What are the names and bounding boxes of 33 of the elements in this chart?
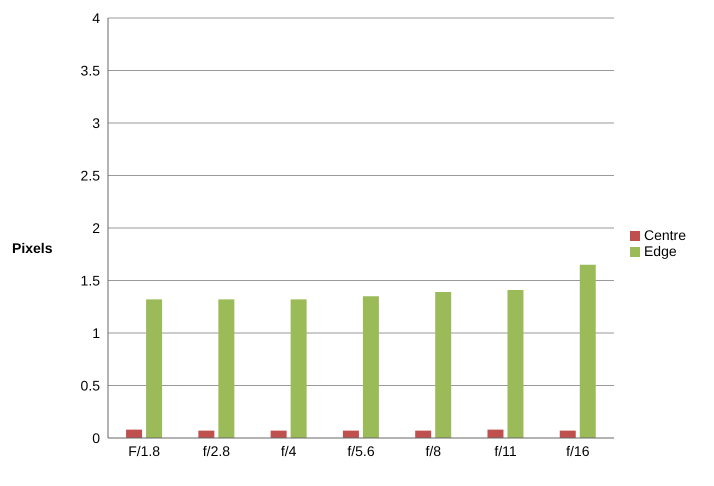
y-tick-label: 0 <box>92 430 100 446</box>
x-tick-label: f/2.8 <box>202 442 230 459</box>
x-tick-label: f/4 <box>280 442 297 459</box>
bar <box>507 290 524 438</box>
bar <box>198 430 214 438</box>
bar <box>126 430 142 438</box>
y-tick-label: 2.5 <box>80 167 100 184</box>
y-tick-label: 0.5 <box>80 377 100 394</box>
legend-label: Centre <box>644 227 686 243</box>
bar <box>415 430 432 438</box>
bar <box>270 430 287 438</box>
x-tick-label: f/16 <box>566 442 590 459</box>
y-tick-label: 3 <box>92 114 100 131</box>
bar <box>218 299 234 438</box>
bar <box>342 430 359 438</box>
x-tick-label: f/11 <box>494 442 517 459</box>
bar <box>435 292 452 438</box>
y-axis-title: Pixels <box>12 240 52 256</box>
y-tick-label: 1.5 <box>80 272 100 288</box>
y-tick-label: 1 <box>92 324 100 341</box>
legend-label: Edge <box>644 243 677 259</box>
bar <box>560 430 576 438</box>
bar <box>362 296 379 438</box>
y-tick-label: 3.5 <box>80 62 100 78</box>
y-tick-label: 2 <box>92 220 100 236</box>
bar <box>290 299 307 438</box>
bar <box>580 264 596 438</box>
bar <box>487 430 504 438</box>
x-tick-label: F/1.8 <box>128 442 160 459</box>
y-tick-label: 4 <box>92 10 100 26</box>
x-tick-label: f/8 <box>425 442 442 459</box>
bar <box>146 299 162 438</box>
x-tick-label: f/5.6 <box>347 442 375 459</box>
